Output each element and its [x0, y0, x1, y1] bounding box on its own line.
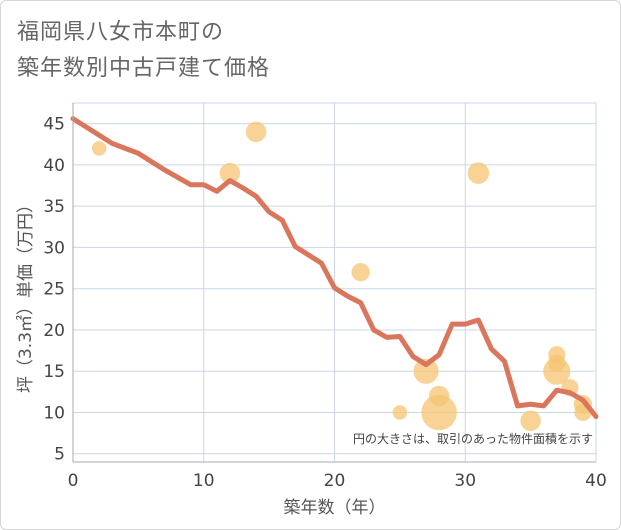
y-tick-label-25: 25 [43, 280, 65, 300]
tick-labels: 0 10 20 30 40 5 10 15 20 25 30 35 40 45 [43, 115, 606, 491]
x-tick-label-20: 20 [324, 471, 346, 491]
x-tick-label-30: 30 [454, 471, 476, 491]
bubble-layer [91, 121, 593, 431]
x-tick-label-0: 0 [68, 471, 79, 491]
bubble-point-3 [351, 263, 370, 282]
y-tick-label-35: 35 [43, 197, 65, 217]
x-tick-label-10: 10 [193, 471, 215, 491]
y-tick-label-45: 45 [43, 115, 65, 135]
y-tick-label-30: 30 [43, 238, 65, 258]
y-tick-label-15: 15 [43, 362, 65, 382]
bubble-point-6 [421, 394, 457, 431]
y-tick-label-20: 20 [43, 321, 65, 341]
bubble-point-1 [219, 162, 241, 184]
x-tick-label-40: 40 [585, 471, 607, 491]
bubble-point-9 [520, 410, 541, 431]
x-axis-title: 築年数（年） [284, 498, 386, 518]
trend-line [70, 116, 599, 420]
y-tick-label-10: 10 [43, 403, 65, 423]
title-line-1: 福岡県八女市本町の [17, 20, 225, 45]
bubble-point-8 [467, 162, 490, 184]
chart-annotation: 円の大きさは、取引のあった物件面積を示す [353, 431, 593, 446]
y-tick-label-5: 5 [54, 445, 65, 465]
y-tick-label-40: 40 [43, 156, 65, 176]
bubble-point-0 [91, 141, 107, 156]
axes [72, 103, 596, 463]
y-axis-title: 坪（3.3㎡）単価（万円） [16, 196, 36, 393]
bubble-point-7 [428, 385, 450, 407]
bubble-point-4 [392, 405, 408, 420]
trend-layer [70, 116, 599, 420]
bubble-point-12 [548, 354, 566, 372]
bubble-point-2 [245, 121, 267, 143]
chart-title: 福岡県八女市本町の 築年数別中古戸建て価格 [17, 15, 270, 87]
title-line-2: 築年数別中古戸建て価格 [17, 56, 271, 81]
bubble-point-5 [413, 358, 439, 384]
